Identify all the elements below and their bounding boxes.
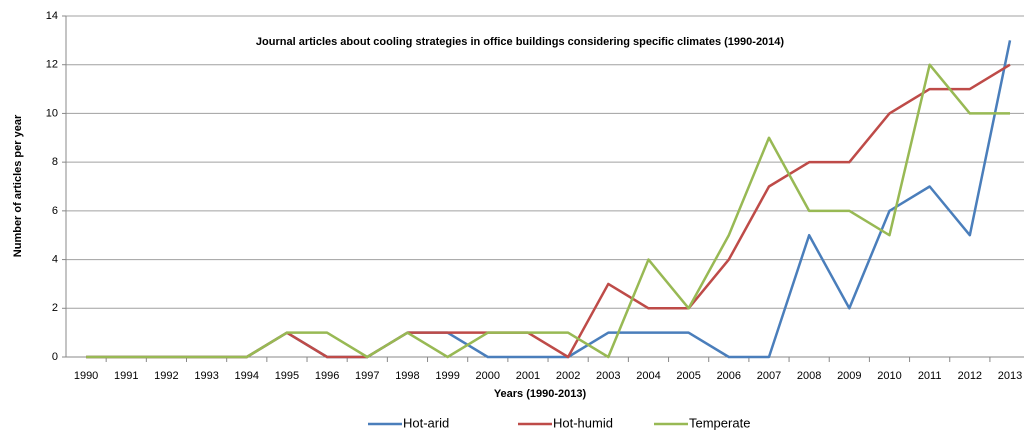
x-tick-label: 2011 [918,370,942,382]
x-tick-label: 1995 [275,370,299,382]
x-tick-label: 2000 [476,370,500,382]
chart-title: Journal articles about cooling strategie… [256,36,784,48]
y-tick-label: 8 [52,156,58,168]
y-tick-label: 0 [52,351,58,363]
x-tick-label: 2010 [877,370,901,382]
y-axis-label: Number of articles per year [12,114,24,257]
x-tick-label: 2003 [596,370,620,382]
series-line [86,63,1010,359]
x-tick-label: 2008 [797,370,821,382]
x-tick-label: 2004 [636,370,660,382]
x-tick-label: 2012 [958,370,982,382]
x-tick-label: 1998 [395,370,419,382]
x-tick-label: 2006 [717,370,741,382]
x-tick-label: 2013 [998,370,1022,382]
x-tick-label: 1996 [315,370,339,382]
x-tick-label: 1990 [74,370,98,382]
legend-label: Hot-humid [553,415,613,430]
x-tick-label: 1992 [154,370,178,382]
x-tick-label: 2005 [676,370,700,382]
x-axis-label: Years (1990-2013) [494,388,587,400]
x-tick-label: 1999 [435,370,459,382]
y-tick-label: 6 [52,205,58,217]
y-tick-label: 2 [52,302,58,314]
legend-label: Temperate [689,415,750,430]
x-tick-label: 1997 [355,370,379,382]
series-line [86,40,1012,359]
x-tick-label: 1994 [235,370,259,382]
x-tick-label: 2009 [837,370,861,382]
y-tick-label: 4 [52,253,58,265]
x-tick-label: 2007 [757,370,781,382]
x-tick-label: 2002 [556,370,580,382]
x-tick-label: 1993 [194,370,218,382]
x-tick-label: 1991 [114,370,138,382]
y-tick-label: 12 [46,59,58,71]
legend-label: Hot-arid [403,415,449,430]
y-tick-label: 14 [46,10,58,22]
x-tick-label: 2001 [516,370,540,382]
y-tick-label: 10 [46,107,58,119]
